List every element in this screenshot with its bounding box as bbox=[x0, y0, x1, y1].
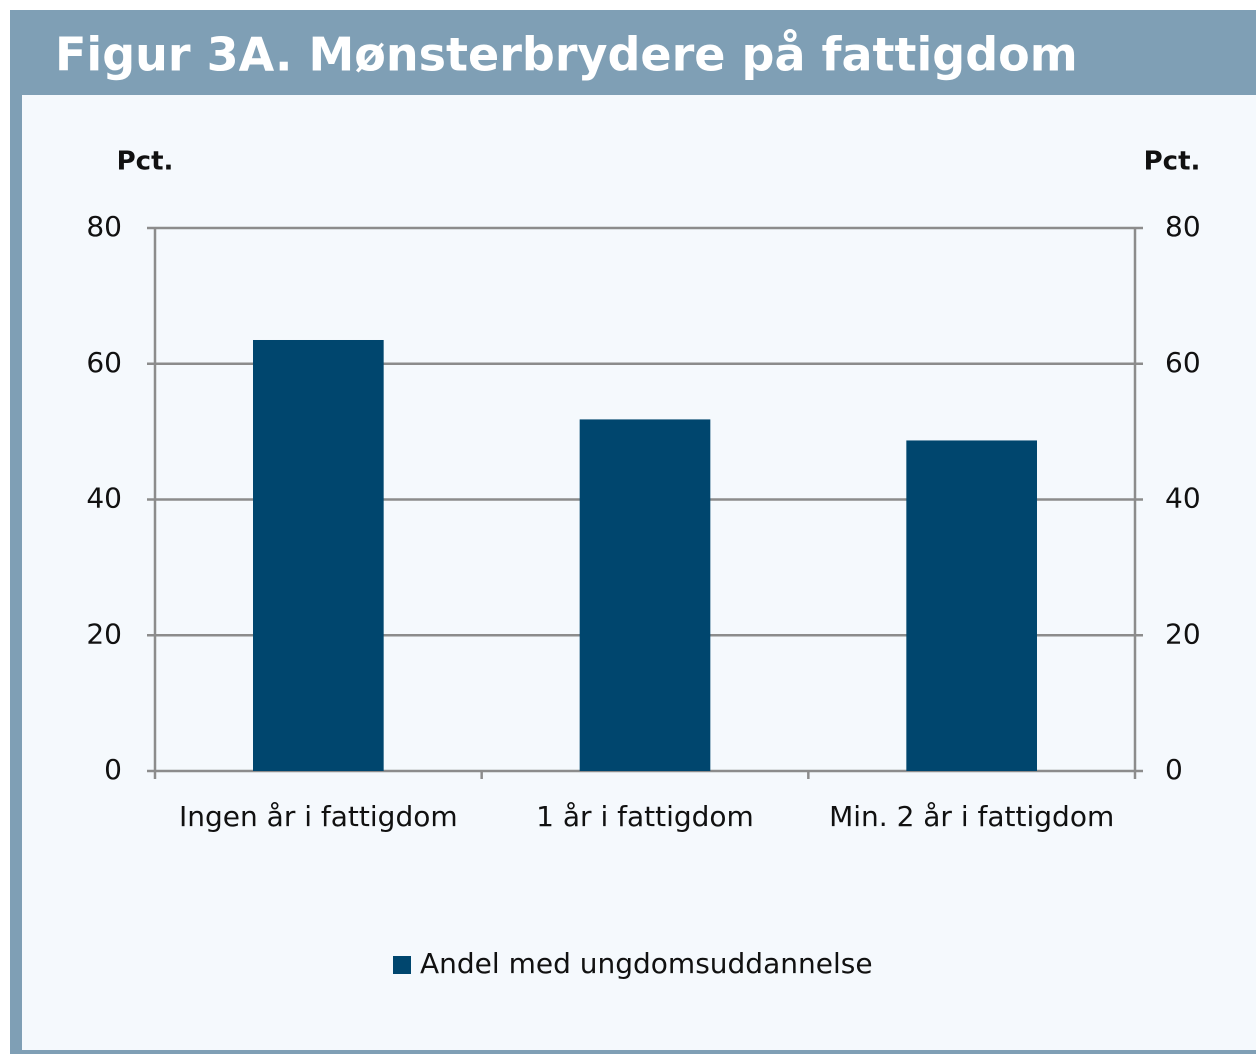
y2-tick-label: 0 bbox=[1165, 753, 1183, 786]
bar bbox=[253, 339, 384, 771]
y-tick-label: 60 bbox=[86, 346, 122, 379]
y2-tick-label: 80 bbox=[1165, 210, 1201, 243]
chart-title: Figur 3A. Mønsterbrydere på fattigdom bbox=[55, 28, 1078, 82]
y2-tick-label: 20 bbox=[1165, 617, 1201, 650]
title-banner bbox=[10, 10, 1256, 95]
y2-tick-label: 60 bbox=[1165, 346, 1201, 379]
y-tick-label: 0 bbox=[104, 753, 122, 786]
x-tick-label: 1 år i fattigdom bbox=[536, 800, 754, 833]
bar bbox=[579, 419, 711, 771]
y2-tick-label: 40 bbox=[1165, 482, 1201, 515]
panel-left-border bbox=[10, 10, 22, 1054]
panel-bottom-border bbox=[10, 1050, 1256, 1054]
y-axis-label: Pct. bbox=[117, 147, 174, 177]
legend-label: Andel med ungdomsuddannelse bbox=[420, 947, 873, 980]
y-tick-label: 40 bbox=[86, 482, 122, 515]
y2-axis-label: Pct. bbox=[1144, 147, 1201, 177]
y-tick-label: 80 bbox=[86, 210, 122, 243]
x-tick-label: Min. 2 år i fattigdom bbox=[829, 800, 1114, 833]
legend-swatch bbox=[393, 956, 411, 974]
bar bbox=[906, 440, 1037, 771]
x-tick-label: Ingen år i fattigdom bbox=[179, 800, 458, 833]
y-tick-label: 20 bbox=[86, 617, 122, 650]
